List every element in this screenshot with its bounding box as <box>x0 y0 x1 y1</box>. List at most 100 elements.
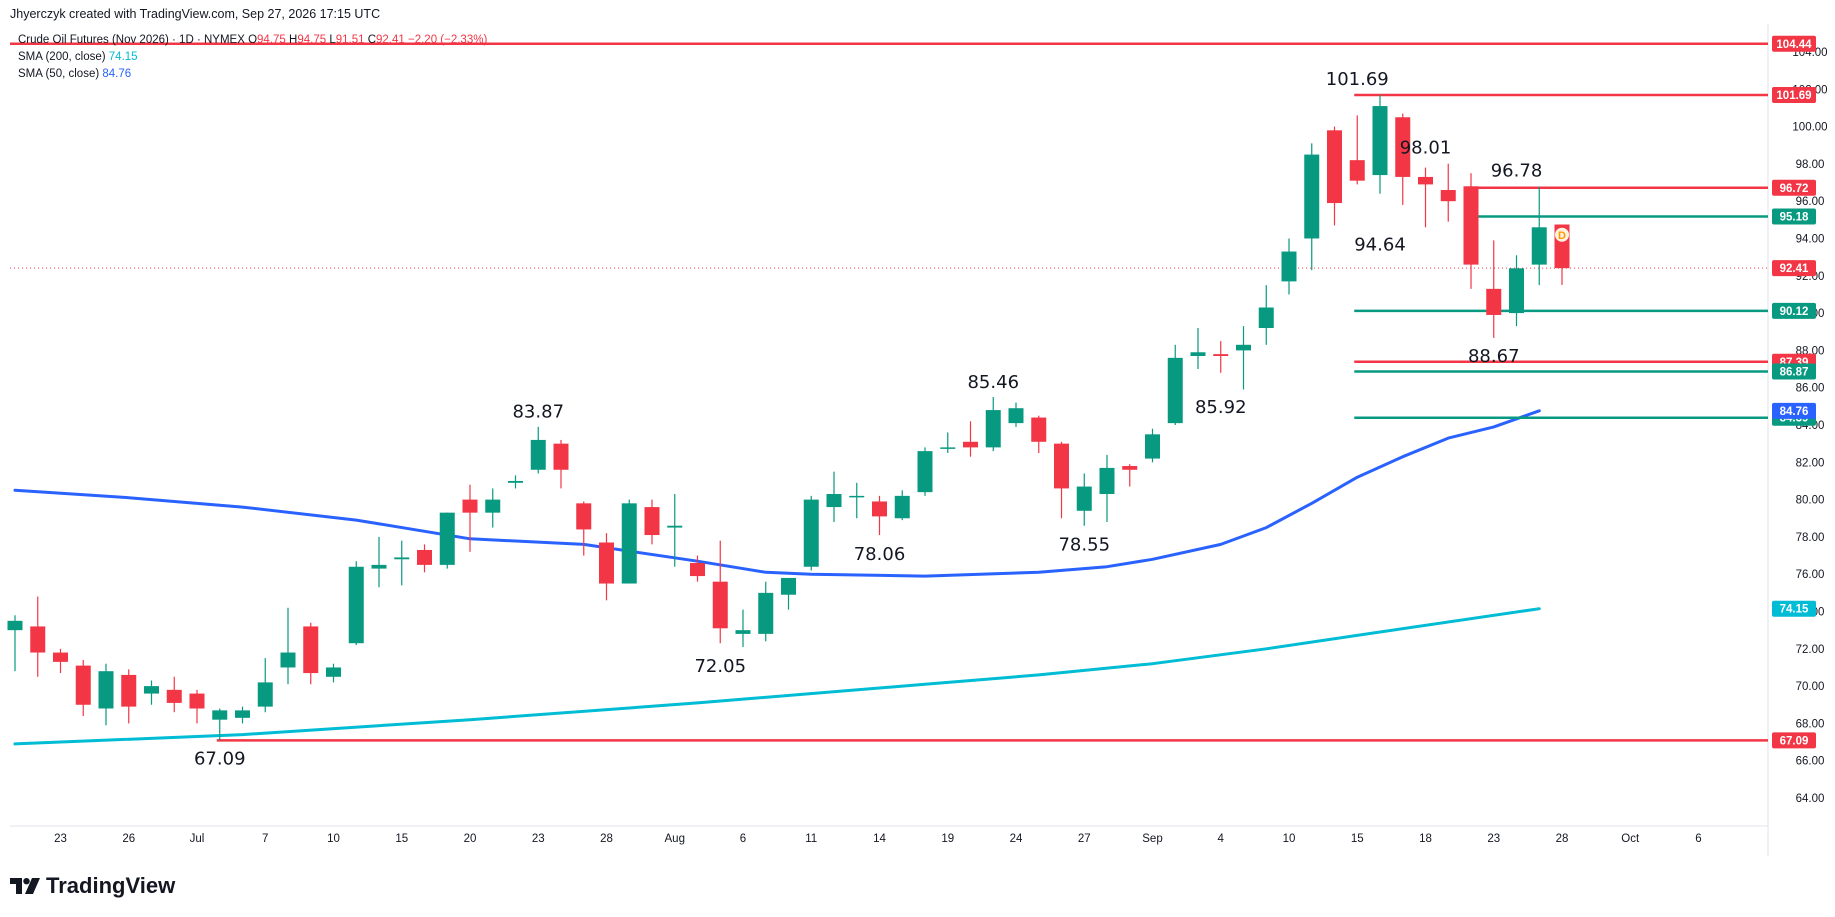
price-annotation: 78.55 <box>1058 535 1110 556</box>
x-tick-label: 28 <box>1556 833 1569 845</box>
candle-body <box>940 447 956 449</box>
event-marker-icon <box>1555 227 1569 242</box>
candle-body <box>1463 186 1479 265</box>
price-badge <box>1772 87 1816 104</box>
price-badge-label: 104.44 <box>1776 39 1812 51</box>
candle-body <box>75 665 91 705</box>
candle-body <box>1395 117 1411 177</box>
candle-body <box>235 710 250 718</box>
price-badge-label: 67.09 <box>1780 735 1809 747</box>
price-badge-label: 90.12 <box>1780 306 1809 318</box>
x-tick-label: 4 <box>1218 833 1225 845</box>
price-badges-layer: 104.44101.6996.7295.1890.1287.3986.8784.… <box>1772 35 1816 749</box>
candle-body <box>462 499 478 513</box>
candle-body <box>553 443 569 470</box>
candle-body <box>1145 434 1160 459</box>
candle-body <box>1509 268 1524 314</box>
candle-body <box>894 495 910 519</box>
price-annotation: 85.46 <box>967 372 1019 393</box>
x-tick-label: 15 <box>1351 833 1364 845</box>
candle-body <box>576 503 592 530</box>
y-tick-label: 64.00 <box>1796 793 1825 805</box>
sma200-line <box>13 607 1541 746</box>
candle-body <box>917 451 933 493</box>
x-tick-label: Jul <box>190 833 205 845</box>
x-tick-label: 18 <box>1419 833 1432 845</box>
candle-body <box>826 494 842 508</box>
candle-body <box>803 499 819 567</box>
price-annotation: 94.64 <box>1354 235 1406 256</box>
candle-body <box>1531 227 1547 265</box>
low-label: L <box>329 34 336 46</box>
candle-body <box>394 557 410 560</box>
high-label: H <box>289 34 298 46</box>
price-badge-label: 92.41 <box>1780 263 1809 275</box>
sma200-layer <box>13 607 1541 746</box>
candle-body <box>1304 154 1320 239</box>
candle-body <box>144 686 159 694</box>
x-tick-label: 23 <box>54 833 67 845</box>
open-label: O <box>248 34 258 46</box>
candle-body <box>1008 408 1024 424</box>
symbol-name: Crude Oil Futures (Nov 2026) · 1D · NYME… <box>18 34 245 46</box>
price-annotation: 67.09 <box>194 748 246 769</box>
tradingview-logo[interactable]: TradingView <box>10 873 175 899</box>
price-badge-label: 95.18 <box>1780 211 1809 223</box>
event-marker-label: D <box>1558 230 1566 242</box>
plot-area[interactable] <box>10 24 1768 856</box>
y-tick-label: 80.00 <box>1796 495 1825 507</box>
price-badge <box>1772 732 1816 749</box>
tradingview-logo-icon <box>10 878 40 894</box>
x-tick-label: 28 <box>600 833 613 845</box>
time-axis[interactable]: 23 26 Jul 7 10 15 20 23 28 Aug 6 11 14 19 24 27 Sep 4 10 15… <box>54 833 1702 845</box>
price-badge-label: 101.69 <box>1776 90 1811 102</box>
candle-body <box>303 626 319 674</box>
candle-body <box>1440 189 1456 202</box>
x-tick-label: 14 <box>873 833 886 845</box>
candle-body <box>1349 160 1365 181</box>
open-value: 94.75 <box>257 34 286 46</box>
x-tick-label: 11 <box>805 833 817 845</box>
x-tick-label: Aug <box>665 833 685 845</box>
sma200-legend[interactable]: SMA (200, close) 74.15 <box>18 51 138 63</box>
sma50-line <box>13 409 1541 578</box>
price-annotation: 88.67 <box>1468 346 1520 367</box>
candle-body <box>98 671 114 709</box>
chart-attribution: Jhyerczyk created with TradingView.com, … <box>10 7 381 21</box>
candle-body <box>1258 307 1274 329</box>
price-badge <box>1772 402 1816 419</box>
sma200-label: SMA (200, close) <box>18 51 106 63</box>
candle-body <box>121 674 137 707</box>
levels-layer <box>10 42 1768 742</box>
candle-body <box>758 592 774 634</box>
candle-body <box>30 626 46 653</box>
x-tick-label: 23 <box>1487 833 1500 845</box>
candle-body <box>1031 417 1047 442</box>
sma50-legend[interactable]: SMA (50, close) 84.76 <box>18 68 131 80</box>
x-tick-label: 7 <box>262 833 268 845</box>
candle-body <box>735 630 751 634</box>
price-axis[interactable]: 64.0066.0068.0070.0072.0074.0076.0078.00… <box>1792 47 1827 805</box>
candle-body <box>849 495 865 498</box>
candle-body <box>280 652 296 668</box>
candle-body <box>872 501 887 517</box>
x-tick-label: 19 <box>941 833 954 845</box>
price-badge <box>1772 35 1816 52</box>
candle-body <box>1418 176 1433 185</box>
price-annotation: 85.92 <box>1195 397 1247 418</box>
y-tick-label: 68.00 <box>1796 718 1825 730</box>
y-tick-label: 70.00 <box>1796 681 1825 693</box>
candle-body <box>1486 288 1502 315</box>
sma200-value: 74.15 <box>108 51 138 63</box>
candle-body <box>417 549 432 565</box>
candle-body <box>599 542 614 584</box>
sma50-value: 84.76 <box>102 68 132 80</box>
price-badge <box>1772 179 1816 196</box>
candle-body <box>985 410 1001 448</box>
candle-body <box>690 563 705 577</box>
candle-body <box>53 652 68 662</box>
symbol-legend[interactable]: Crude Oil Futures (Nov 2026) · 1D · NYME… <box>18 34 487 46</box>
y-tick-label: 72.00 <box>1796 644 1825 656</box>
y-tick-label: 78.00 <box>1796 532 1825 544</box>
